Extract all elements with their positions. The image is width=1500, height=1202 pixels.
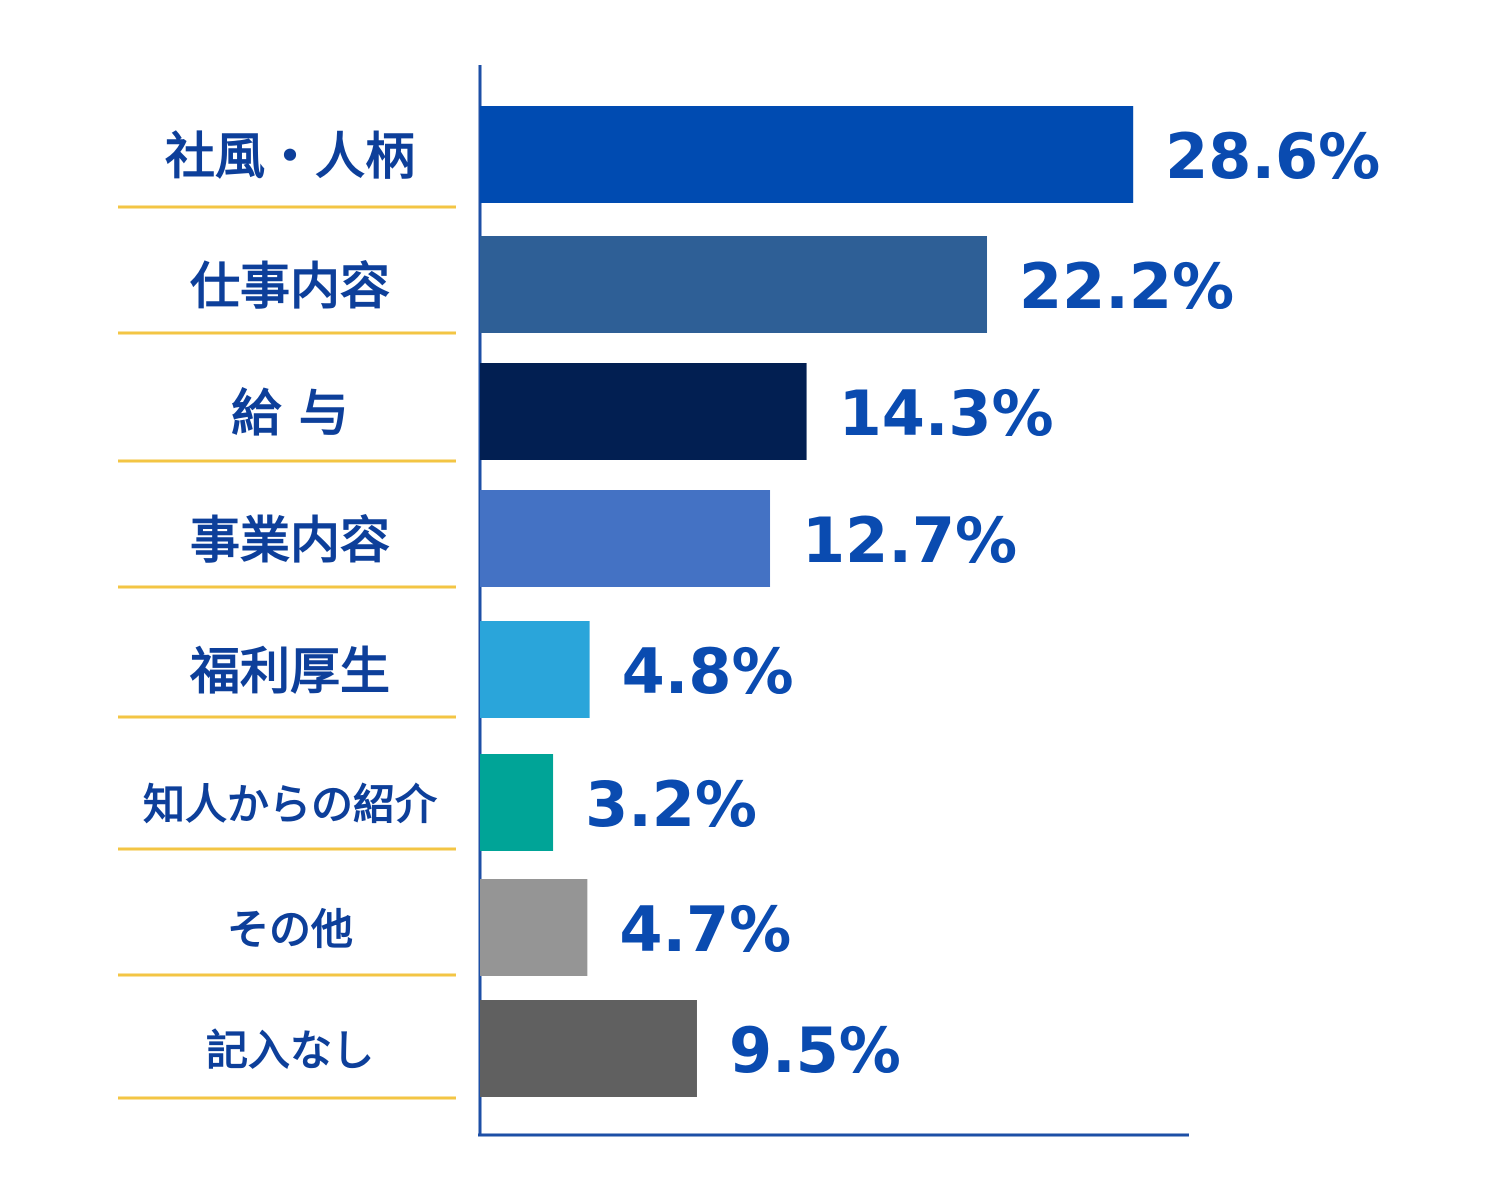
bar [480, 879, 588, 976]
value-label: 3.2% [585, 768, 757, 841]
bar [480, 106, 1134, 203]
value-label: 4.7% [619, 893, 791, 966]
category-label: 知人からの紹介 [143, 780, 438, 829]
bar [480, 754, 554, 851]
bar [480, 1000, 697, 1097]
bar [480, 363, 807, 460]
value-label: 22.2% [1019, 250, 1234, 323]
bar [480, 621, 590, 718]
category-label: その他 [227, 905, 353, 954]
category-label: 社風・人柄 [165, 128, 415, 186]
value-label: 12.7% [802, 504, 1017, 577]
category-label: 福利厚生 [189, 643, 390, 701]
bar [480, 490, 771, 587]
category-label: 記入なし [206, 1026, 374, 1075]
value-label: 9.5% [729, 1014, 901, 1087]
category-label: 仕事内容 [190, 258, 390, 316]
bar [480, 236, 988, 333]
value-label: 4.8% [622, 635, 794, 708]
category-label: 給 与 [231, 385, 348, 443]
value-label: 14.3% [839, 377, 1054, 450]
category-label: 事業内容 [190, 512, 390, 570]
value-label: 28.6% [1165, 120, 1380, 193]
